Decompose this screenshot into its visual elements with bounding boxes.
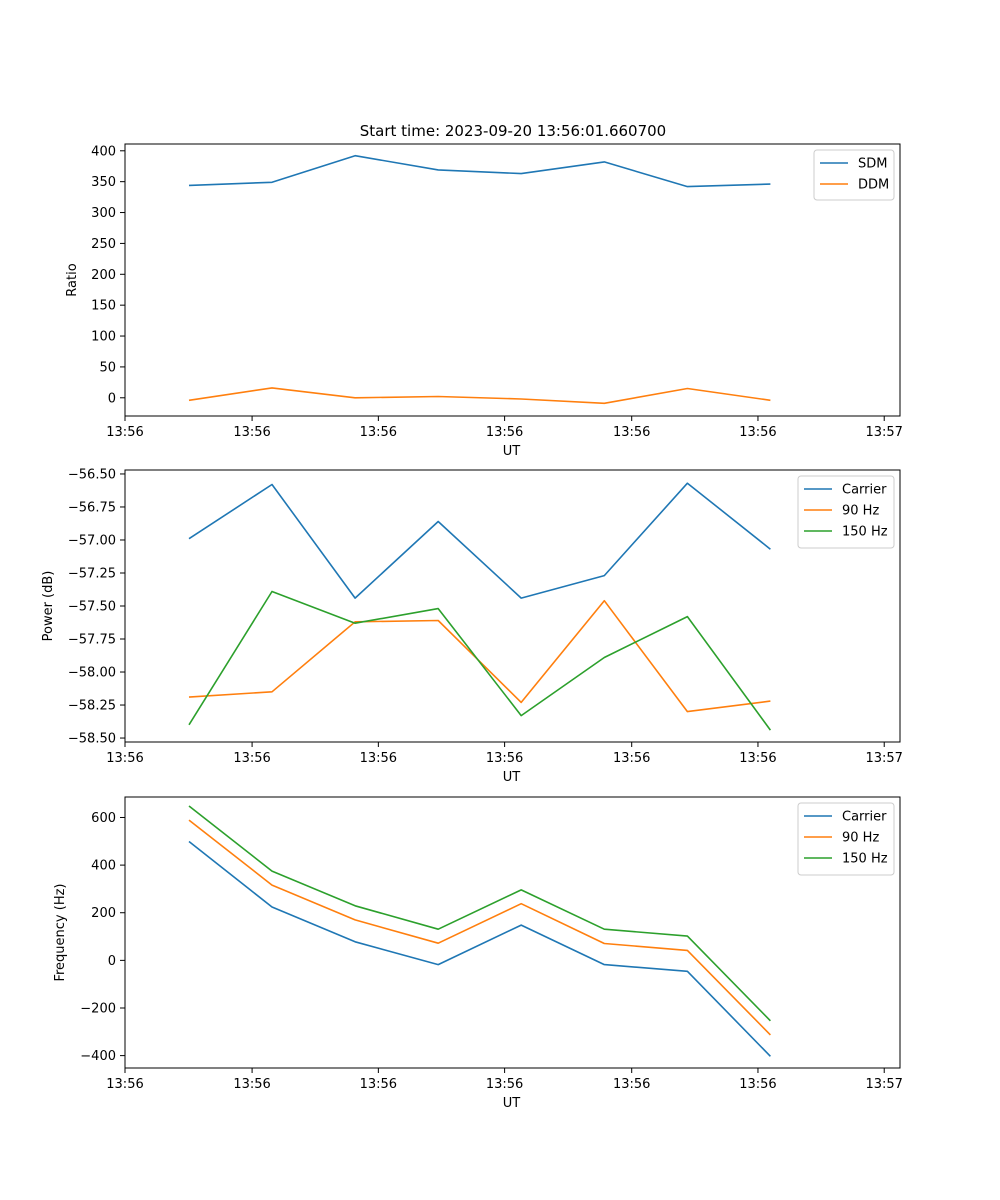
frequency-legend-label: 150 Hz (842, 852, 888, 867)
power-series-150-hz (188, 590, 772, 731)
power-legend-label: Carrier (842, 483, 887, 498)
frequency-x-tick-label: 13:57 (865, 1077, 902, 1092)
frequency-series-150-hz (188, 805, 771, 1022)
ratio-y-tick-label: 50 (99, 360, 116, 375)
ratio-y-tick-label: 250 (91, 237, 116, 252)
frequency-panel: 13:56 13:56 13:56 13:56 13:56 13:56 13:57 −400 −… (53, 796, 903, 1111)
power-legend-label: 90 Hz (842, 504, 879, 519)
frequency-series-90-hz (188, 819, 771, 1036)
ratio-y-tick-label: 100 (91, 330, 116, 345)
power-y-tick-label: −57.50 (68, 600, 116, 615)
ratio-y-tick-label: 150 (91, 299, 116, 314)
power-y-tick-label: −56.75 (68, 500, 116, 515)
ratio-legend-label: SDM (858, 157, 887, 172)
ratio-series-sdm (188, 154, 771, 188)
power-x-axis-label: UT (503, 770, 521, 785)
power-x-tick-label: 13:56 (360, 751, 397, 766)
frequency-y-tick-label: −200 (80, 1001, 116, 1016)
frequency-x-tick-label: 13:56 (106, 1077, 143, 1092)
ratio-y-tick-label: 0 (108, 391, 116, 406)
power-axes-frame (124, 469, 901, 743)
ratio-y-tick-label: 300 (91, 206, 116, 221)
ratio-axes-frame (124, 143, 901, 417)
frequency-y-tick-label: 400 (91, 859, 116, 874)
ratio-x-tick-label: 13:57 (865, 425, 902, 440)
power-x-tick-label: 13:56 (233, 751, 270, 766)
ratio-x-tick-label: 13:56 (106, 425, 143, 440)
power-y-tick-label: −57.00 (68, 533, 116, 548)
power-x-tick-label: 13:56 (486, 751, 523, 766)
power-legend-label: 150 Hz (842, 525, 888, 540)
frequency-y-tick-label: 200 (91, 906, 116, 921)
ratio-x-tick-label: 13:56 (360, 425, 397, 440)
ratio-legend: SDM DDM (813, 149, 895, 201)
frequency-legend-label: 90 Hz (842, 831, 879, 846)
ratio-panel: 13:56 13:56 13:56 13:56 13:56 13:56 13:57 0 50 10… (65, 143, 903, 459)
power-panel: 13:56 13:56 13:56 13:56 13:56 13:56 13:57 −58.5… (41, 467, 903, 785)
power-x-tick-label: 13:56 (613, 751, 650, 766)
frequency-legend-box (797, 802, 895, 876)
power-x-tick-label: 13:56 (106, 751, 143, 766)
ratio-x-tick-label: 13:56 (486, 425, 523, 440)
ratio-legend-label: DDM (858, 178, 889, 193)
frequency-series-carrier (188, 840, 771, 1057)
frequency-y-tick-label: 0 (108, 954, 116, 969)
frequency-x-tick-label: 13:56 (739, 1077, 776, 1092)
power-y-axis-label: Power (dB) (41, 571, 56, 642)
ratio-x-axis-label: UT (503, 444, 521, 459)
power-y-tick-label: −58.50 (68, 732, 116, 747)
ratio-y-axis-label: Ratio (65, 263, 80, 296)
frequency-x-axis-label: UT (503, 1096, 521, 1111)
power-y-tick-label: −58.25 (68, 699, 116, 714)
power-x-tick-label: 13:57 (865, 751, 902, 766)
frequency-x-tick-label: 13:56 (233, 1077, 270, 1092)
ratio-series-ddm (188, 387, 771, 405)
ratio-x-tick-label: 13:56 (739, 425, 776, 440)
frequency-x-tick-label: 13:56 (360, 1077, 397, 1092)
ratio-y-tick-label: 200 (91, 268, 116, 283)
power-x-tick-label: 13:56 (739, 751, 776, 766)
power-y-tick-label: −57.75 (68, 633, 116, 648)
frequency-y-tick-label: 600 (91, 811, 116, 826)
power-legend: Carrier 90 Hz 150 Hz (797, 475, 895, 549)
figure-title: Start time: 2023-09-20 13:56:01.660700 (360, 122, 666, 140)
frequency-legend: Carrier 90 Hz 150 Hz (797, 802, 895, 876)
power-y-tick-label: −57.25 (68, 566, 116, 581)
power-series-carrier (188, 482, 771, 599)
ratio-x-tick-label: 13:56 (233, 425, 270, 440)
frequency-axes-frame (124, 796, 901, 1069)
ratio-y-tick-label: 400 (91, 144, 116, 159)
ratio-x-tick-label: 13:56 (613, 425, 650, 440)
power-y-tick-label: −58.00 (68, 666, 116, 681)
frequency-y-axis-label: Frequency (Hz) (53, 883, 68, 981)
frequency-legend-label: Carrier (842, 810, 887, 825)
power-y-tick-label: −56.50 (68, 467, 116, 482)
frequency-y-tick-label: −400 (80, 1049, 116, 1064)
power-legend-box (797, 475, 895, 549)
ratio-y-tick-label: 350 (91, 175, 116, 190)
frequency-x-tick-label: 13:56 (613, 1077, 650, 1092)
frequency-x-tick-label: 13:56 (486, 1077, 523, 1092)
